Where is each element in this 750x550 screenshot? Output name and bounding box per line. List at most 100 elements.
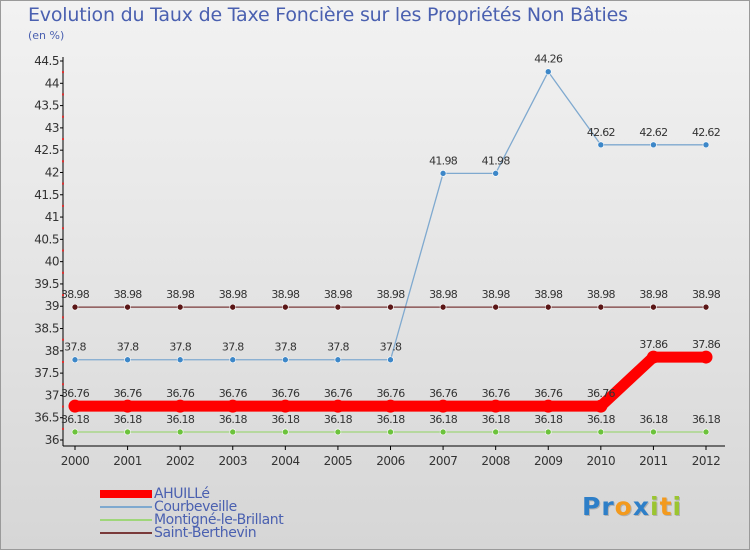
y-minor-tick	[62, 227, 64, 230]
y-tick-label: 44.5	[34, 54, 59, 68]
logo-letter: x	[632, 492, 650, 521]
y-minor-tick	[62, 360, 64, 363]
data-point	[124, 356, 131, 364]
data-label: 38.98	[692, 288, 721, 301]
legend-label: Montigné-le-Brillant	[154, 512, 284, 528]
data-point	[489, 399, 503, 413]
data-label: 38.98	[324, 288, 353, 301]
y-tick-label: 37	[45, 388, 59, 402]
data-point	[229, 356, 237, 364]
legend-item: Courbeveille	[100, 499, 360, 515]
x-tick-label: 2000	[61, 454, 90, 468]
data-label: 36.76	[114, 387, 143, 400]
data-label: 37.8	[64, 341, 86, 354]
y-minor-tick	[62, 138, 64, 141]
y-minor-tick	[62, 427, 64, 430]
data-point	[331, 399, 345, 413]
y-minor-tick	[62, 71, 64, 74]
data-label: 42.62	[692, 126, 720, 139]
data-point	[226, 399, 240, 413]
x-tick-label: 2007	[429, 454, 458, 468]
data-label: 37.8	[327, 341, 349, 354]
y-minor-tick	[62, 93, 64, 96]
data-label: 36.76	[587, 387, 616, 400]
data-point	[646, 350, 660, 364]
data-label: 38.98	[271, 288, 300, 301]
y-minor-tick	[62, 204, 64, 207]
legend-item: Saint-Berthevin	[100, 525, 360, 541]
data-point	[699, 350, 713, 364]
data-point	[282, 356, 289, 364]
y-tick-label: 36	[45, 433, 59, 447]
x-tick-label: 2002	[166, 454, 195, 468]
data-label: 36.18	[482, 413, 511, 426]
data-label: 36.76	[534, 387, 563, 400]
x-tick-label: 2001	[113, 454, 142, 468]
data-point	[387, 356, 394, 364]
data-label: 36.18	[692, 413, 721, 426]
data-label: 36.18	[377, 413, 406, 426]
data-point	[492, 428, 499, 436]
data-point	[71, 356, 79, 364]
data-point	[436, 399, 450, 413]
y-tick-label: 40	[45, 255, 59, 269]
data-point	[334, 356, 342, 364]
legend-label: Courbeveille	[154, 499, 237, 515]
data-label: 38.98	[114, 288, 143, 301]
data-point	[278, 399, 292, 413]
y-minor-tick	[62, 115, 64, 118]
logo-letter: t	[659, 492, 673, 521]
y-minor-tick	[62, 294, 64, 297]
logo-letter: i	[650, 492, 660, 521]
data-point	[124, 303, 131, 311]
series-line-1	[74, 71, 707, 361]
data-point	[387, 428, 394, 436]
x-tick-label: 2003	[218, 454, 247, 468]
data-label: 36.18	[219, 413, 248, 426]
data-label: 38.98	[377, 288, 406, 301]
data-point	[176, 303, 184, 311]
legend-swatch	[100, 490, 152, 498]
data-point	[702, 428, 710, 436]
data-point	[702, 141, 710, 149]
data-label: 36.18	[587, 413, 616, 426]
data-label: 36.18	[324, 413, 353, 426]
y-tick-label: 39.5	[34, 277, 59, 291]
data-label: 36.18	[429, 413, 458, 426]
legend-label: AHUILLé	[154, 486, 210, 502]
data-label: 38.98	[587, 288, 616, 301]
data-point	[650, 303, 657, 311]
data-label: 36.76	[429, 387, 458, 400]
unit-label: (en %)	[28, 29, 65, 42]
data-label: 36.18	[61, 413, 90, 426]
data-point	[384, 399, 397, 413]
y-minor-tick	[62, 182, 64, 185]
data-point	[544, 68, 552, 76]
data-label: 37.86	[692, 338, 721, 351]
data-point	[492, 170, 499, 177]
legend-swatch	[100, 532, 152, 534]
y-minor-tick	[62, 383, 64, 386]
data-point	[492, 303, 499, 311]
y-tick-label: 40.5	[34, 232, 59, 246]
y-minor-tick	[62, 271, 64, 274]
x-tick-label: 2004	[271, 454, 300, 468]
data-label: 37.8	[222, 341, 244, 354]
data-point	[439, 428, 447, 436]
data-label: 36.76	[271, 387, 300, 400]
y-tick-label: 37.5	[34, 366, 59, 380]
data-label: 37.8	[274, 341, 296, 354]
x-tick-label: 2009	[534, 454, 563, 468]
y-tick-label: 41	[45, 210, 59, 224]
y-minor-tick	[62, 316, 64, 319]
y-tick-label: 43	[45, 121, 59, 135]
logo-letter: o	[614, 492, 633, 521]
y-minor-tick	[62, 338, 64, 341]
data-point	[387, 303, 394, 311]
y-tick-label: 36.5	[34, 411, 59, 425]
data-point	[334, 303, 342, 311]
data-point	[650, 428, 657, 436]
data-point	[176, 428, 184, 436]
data-point	[597, 303, 605, 311]
